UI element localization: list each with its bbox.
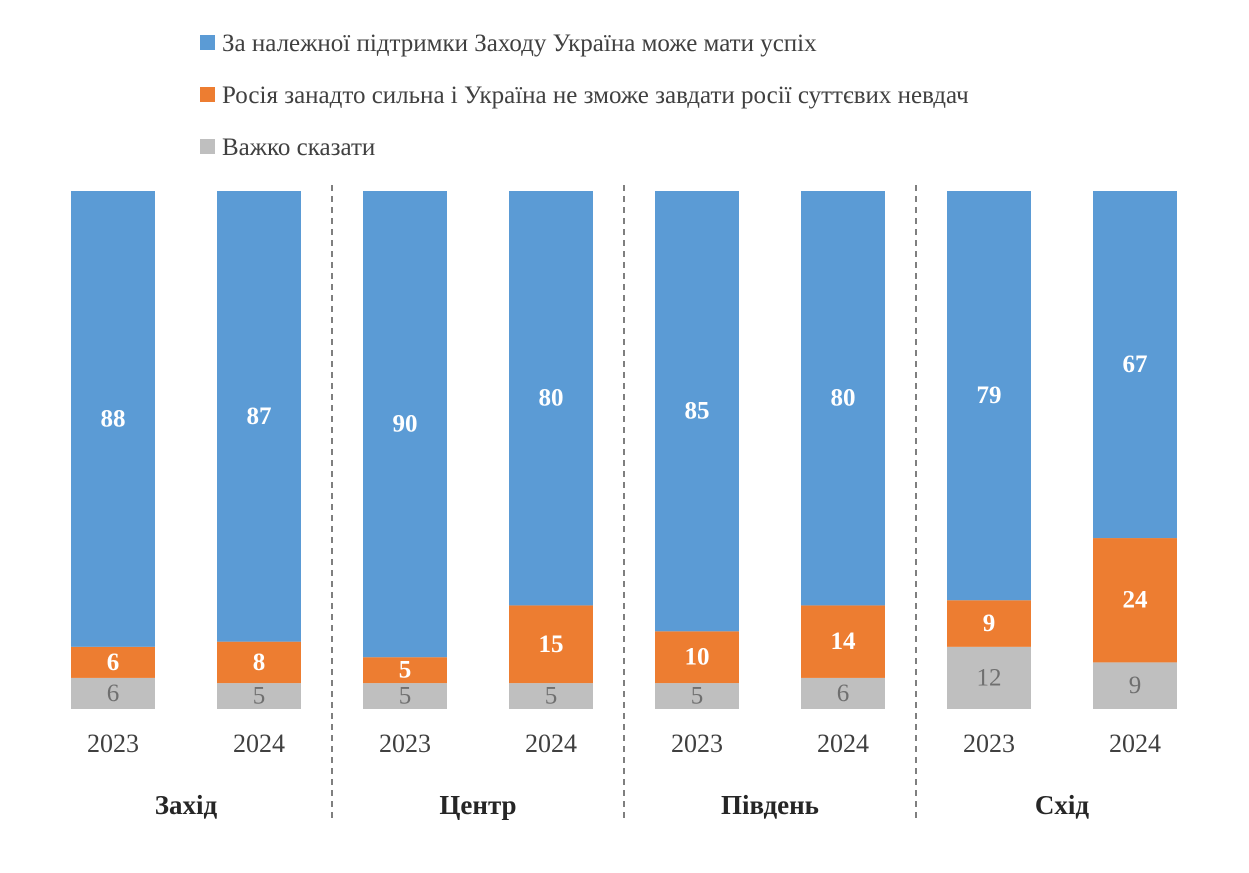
bar-segment bbox=[509, 191, 593, 606]
group-label: Центр bbox=[439, 790, 516, 820]
x-tick-label: 2024 bbox=[525, 729, 577, 758]
data-label: 67 bbox=[1123, 351, 1148, 378]
bar-segment bbox=[1093, 538, 1177, 663]
data-label: 79 bbox=[977, 382, 1002, 409]
data-label: 6 bbox=[107, 649, 120, 676]
x-tick-label: 2023 bbox=[963, 729, 1015, 758]
legend-label: Росія занадто сильна і Україна не зможе … bbox=[222, 82, 969, 109]
data-label: 5 bbox=[545, 683, 558, 710]
bar-segment bbox=[801, 605, 885, 678]
bar-segment bbox=[801, 677, 885, 709]
bar-segment bbox=[1093, 191, 1177, 539]
bar-segment bbox=[947, 646, 1031, 709]
group-label: Схід bbox=[1035, 790, 1090, 820]
bar-segment bbox=[71, 677, 155, 709]
bar-segment bbox=[509, 605, 593, 684]
data-label: 80 bbox=[539, 385, 564, 412]
bar-segment bbox=[655, 191, 739, 632]
bar-segment bbox=[509, 683, 593, 709]
data-label: 90 bbox=[393, 411, 418, 438]
bar-segment bbox=[71, 646, 155, 678]
data-label: 5 bbox=[691, 683, 704, 710]
data-label: 88 bbox=[101, 405, 126, 432]
group-label: Південь bbox=[721, 790, 819, 820]
bar-segment bbox=[655, 683, 739, 709]
data-label: 14 bbox=[831, 628, 857, 655]
x-tick-label: 2023 bbox=[671, 729, 723, 758]
data-label: 6 bbox=[837, 680, 850, 707]
bar-segment bbox=[1093, 662, 1177, 709]
data-label: 8 bbox=[253, 649, 266, 676]
x-tick-label: 2024 bbox=[817, 729, 869, 758]
bar-segment bbox=[217, 683, 301, 709]
bar-segment bbox=[655, 631, 739, 684]
data-label: 85 bbox=[685, 398, 710, 425]
data-label: 87 bbox=[247, 403, 272, 430]
bar-segment bbox=[71, 191, 155, 647]
data-label: 5 bbox=[253, 683, 266, 710]
data-label: 6 bbox=[107, 680, 120, 707]
x-tick-label: 2023 bbox=[379, 729, 431, 758]
bar-segment bbox=[363, 683, 447, 709]
data-label: 24 bbox=[1123, 587, 1149, 614]
legend-swatch bbox=[200, 35, 215, 50]
data-label: 10 bbox=[685, 644, 710, 671]
x-tick-label: 2023 bbox=[87, 729, 139, 758]
legend-label: Важко сказати bbox=[222, 134, 375, 161]
bar-segment bbox=[217, 191, 301, 642]
x-tick-label: 2024 bbox=[1109, 729, 1161, 758]
data-label: 9 bbox=[983, 610, 996, 637]
legend-swatch bbox=[200, 87, 215, 102]
x-tick-label: 2024 bbox=[233, 729, 285, 758]
data-label: 12 bbox=[977, 664, 1002, 691]
data-label: 80 bbox=[831, 385, 856, 412]
group-label: Захід bbox=[155, 790, 218, 820]
data-label: 5 bbox=[399, 657, 412, 684]
legend-label: За належної підтримки Заходу Україна мож… bbox=[222, 30, 817, 57]
bar-segment bbox=[363, 191, 447, 658]
data-label: 15 bbox=[539, 631, 564, 658]
bar-segment bbox=[947, 600, 1031, 647]
data-label: 9 bbox=[1129, 672, 1142, 699]
legend-swatch bbox=[200, 139, 215, 154]
bar-segment bbox=[801, 191, 885, 606]
bar-segment bbox=[217, 641, 301, 684]
bar-segment bbox=[947, 191, 1031, 601]
bar-segment bbox=[363, 657, 447, 684]
data-label: 5 bbox=[399, 683, 412, 710]
